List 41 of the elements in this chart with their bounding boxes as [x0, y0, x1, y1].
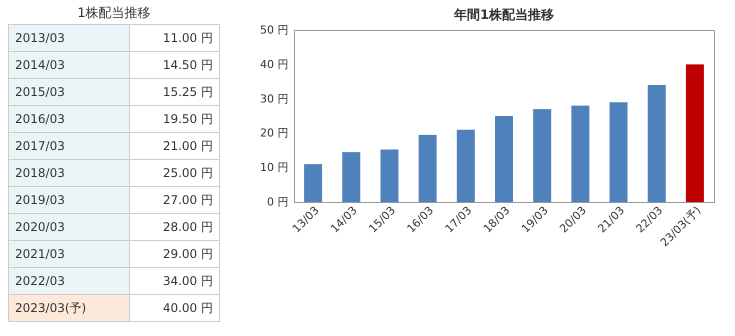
text: 28.00 円 [162, 220, 213, 234]
category-label: 2019/03 [8, 186, 130, 214]
category-label: 2023/03(予) [8, 294, 130, 322]
text: 27.00 円 [162, 192, 213, 206]
text: 25.00 円 [162, 166, 213, 180]
text: 40.00 円 [162, 300, 213, 314]
bar [456, 130, 475, 202]
bar [686, 64, 704, 202]
category-label: 2020/03 [8, 214, 130, 240]
category-label: 2014/03 [8, 52, 130, 78]
y-tick-label: 0 円 [267, 196, 288, 208]
category-label: 2015/03 [8, 78, 130, 106]
chart-title: 年間1株配当推移 [452, 8, 554, 23]
y-tick-label: 40 円 [260, 58, 288, 71]
text: 21.00 円 [162, 138, 213, 152]
category-label: 2022/03 [8, 268, 130, 294]
bar [342, 152, 360, 202]
bar [610, 102, 628, 202]
category-label: 2018/03 [8, 160, 130, 186]
category-label: 2017/03 [8, 132, 130, 160]
y-tick-label: 10 円 [260, 161, 288, 174]
text: 34.00 円 [162, 274, 213, 288]
y-tick-label: 50 円 [260, 24, 288, 36]
text: 14.50 円 [162, 58, 213, 72]
text: 29.00 円 [162, 246, 213, 260]
bar [304, 164, 322, 202]
category-label: 2013/03 [8, 24, 130, 52]
bar [418, 134, 437, 202]
text: 1株配当推移 [76, 5, 152, 23]
y-tick-label: 20 円 [260, 126, 288, 140]
bar [571, 106, 590, 202]
category-label: 2021/03 [8, 240, 130, 268]
bar [533, 109, 552, 202]
bar [495, 116, 513, 202]
bar [380, 150, 398, 202]
category-label: 2016/03 [8, 106, 130, 132]
text: 19.50 円 [162, 112, 213, 126]
text: 15.25 円 [162, 84, 213, 98]
bar [648, 85, 666, 202]
text: 11.00 円 [162, 30, 213, 44]
y-tick-label: 30 円 [260, 92, 288, 106]
